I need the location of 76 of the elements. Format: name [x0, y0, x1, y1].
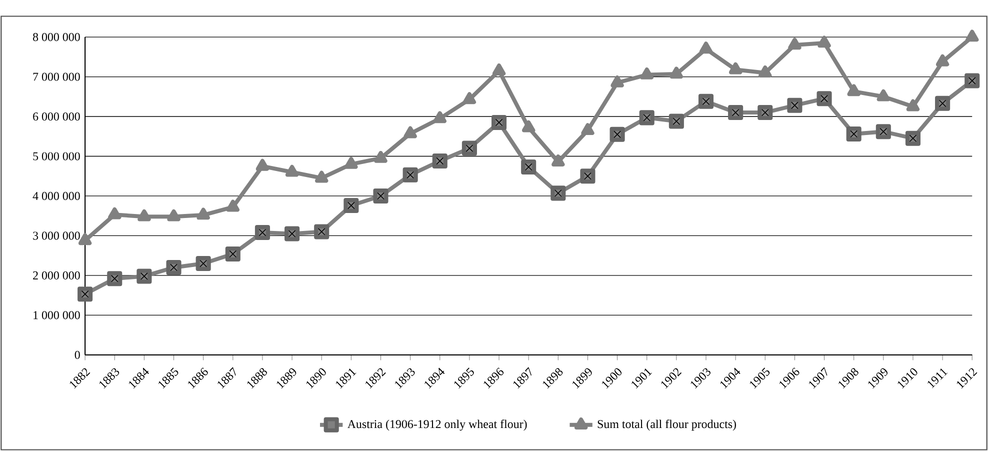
point — [344, 156, 358, 169]
point — [78, 233, 92, 246]
point — [906, 99, 920, 112]
point — [315, 170, 328, 183]
point — [788, 38, 802, 50]
point — [905, 130, 920, 146]
point — [876, 89, 890, 102]
y-tick-label: 8 000 000 — [33, 33, 80, 42]
point — [580, 168, 596, 184]
y-tick-label: 6 000 000 — [33, 112, 80, 121]
y-tick-label: 5 000 000 — [33, 152, 80, 160]
point — [550, 186, 566, 201]
point — [138, 209, 151, 222]
point — [402, 167, 418, 182]
point — [462, 92, 476, 104]
point — [284, 226, 300, 242]
point — [107, 271, 122, 286]
y-tick-label: 2 000 000 — [33, 271, 80, 280]
point — [758, 105, 773, 120]
point — [373, 188, 388, 204]
point — [136, 268, 152, 284]
point — [846, 126, 862, 142]
x-tick-label: 1911 — [928, 368, 948, 388]
point — [758, 66, 772, 78]
point — [226, 200, 240, 212]
y-tick-label: 7 000 000 — [33, 72, 80, 81]
point — [699, 42, 713, 54]
point — [462, 140, 477, 156]
point — [196, 256, 211, 272]
point — [966, 30, 979, 42]
point — [374, 150, 388, 163]
point — [552, 154, 565, 166]
y-tick-label: 0 — [74, 350, 80, 359]
point — [225, 246, 240, 262]
y-tick-label: 1 000 000 — [34, 311, 80, 320]
point — [344, 198, 359, 214]
point — [432, 154, 448, 169]
point — [816, 91, 832, 106]
point — [698, 94, 714, 109]
point — [728, 105, 744, 120]
point — [964, 73, 980, 88]
point — [639, 110, 654, 126]
point — [492, 114, 507, 130]
point — [108, 207, 122, 220]
point — [610, 75, 624, 88]
x-tick-label: 1891 — [336, 368, 356, 389]
point — [196, 208, 210, 220]
point — [522, 120, 536, 132]
point — [728, 62, 742, 74]
point — [876, 124, 891, 140]
point — [256, 158, 270, 171]
point — [521, 159, 536, 175]
point — [668, 114, 684, 129]
point — [936, 54, 950, 66]
point — [285, 164, 299, 177]
y-tick-label: 3 000 000 — [33, 232, 80, 240]
point — [314, 224, 330, 240]
point — [433, 111, 446, 124]
point — [78, 286, 93, 302]
point — [492, 64, 506, 76]
point — [935, 96, 950, 111]
legend-label: Austria (1906-1912 only wheat flour) — [347, 420, 527, 431]
point — [581, 123, 594, 136]
point — [670, 66, 684, 79]
x-tick-label: 1901 — [632, 368, 652, 389]
legend-label: Sum total (all flour products) — [598, 420, 736, 431]
point — [610, 126, 625, 142]
point — [640, 68, 654, 80]
point — [167, 209, 180, 222]
y-tick-label: 4 000 000 — [32, 192, 80, 200]
point — [787, 98, 802, 113]
point — [254, 225, 270, 240]
point — [166, 260, 182, 276]
point — [847, 84, 860, 96]
point — [818, 36, 831, 48]
point — [404, 126, 417, 138]
